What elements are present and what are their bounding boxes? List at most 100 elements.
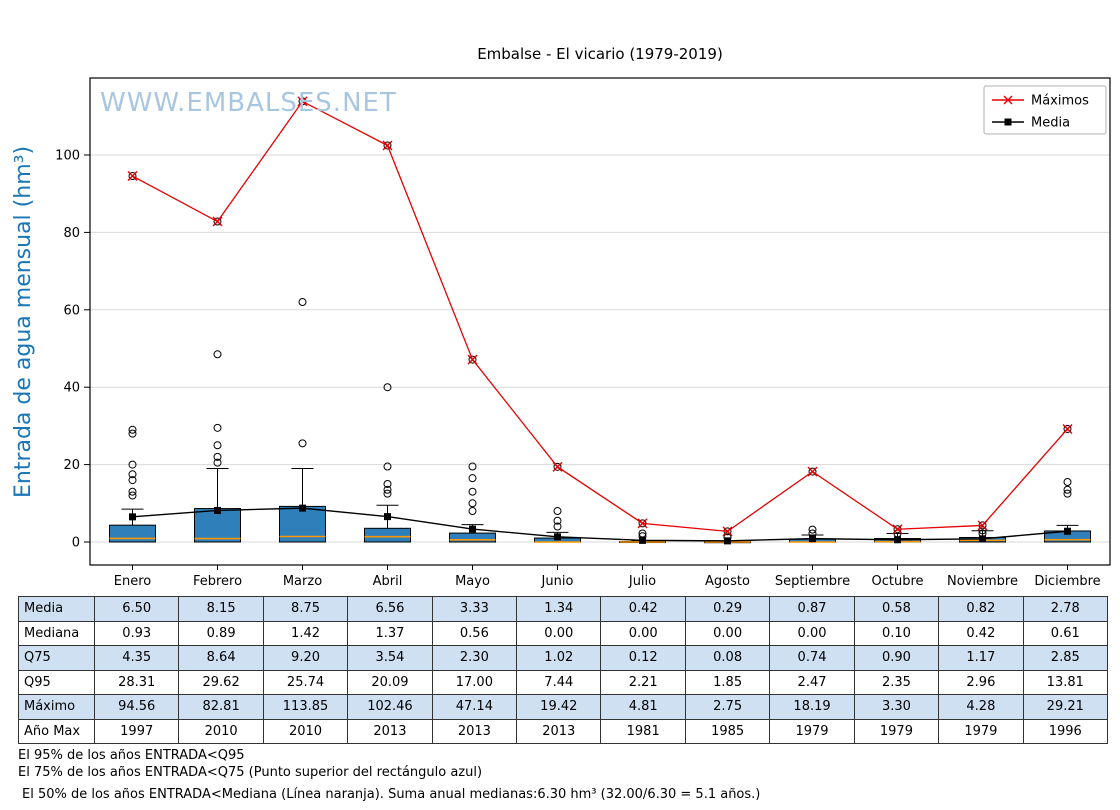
table-cell: 113.85	[263, 695, 349, 720]
box	[109, 524, 156, 543]
mean-line	[132, 507, 1068, 542]
chart: 0 20 40 60 80 100 Enero Febrero Marzo Abril Mayo Ju…	[11, 77, 1111, 589]
max-marker	[977, 520, 988, 531]
table-cell: 9.20	[263, 646, 349, 671]
outlier-point	[808, 467, 817, 476]
table-cell: 1.17	[939, 646, 1024, 671]
max-marker	[382, 140, 393, 151]
outlier-point	[128, 476, 137, 485]
table-cell: 17.00	[432, 670, 518, 695]
table-cell: 20.09	[348, 670, 433, 695]
outlier-point	[213, 452, 222, 461]
outlier-point	[298, 97, 307, 106]
mean-marker	[1064, 527, 1071, 535]
table-cell: 4.35	[95, 646, 180, 671]
outlier-point	[553, 462, 562, 471]
table-cell: 2.30	[432, 646, 518, 671]
footnote-mediana: El 50% de los años ENTRADA<Mediana (Líne…	[22, 787, 761, 802]
table-row-label: Año Max	[19, 719, 95, 744]
x-tick-label: Octubre	[871, 574, 923, 589]
legend-max-x-icon	[1003, 95, 1013, 105]
outlier-point	[128, 491, 137, 500]
table-cell: 0.29	[685, 597, 771, 622]
table-row-label: Q75	[19, 646, 95, 671]
outlier-point	[1063, 489, 1072, 498]
outlier-point	[1063, 424, 1072, 433]
outlier-point	[1063, 478, 1072, 487]
outlier-point	[383, 383, 392, 392]
footnote-q75: El 75% de los años ENTRADA<Q75 (Punto su…	[18, 765, 483, 780]
table-row-label: Mediana	[19, 621, 95, 646]
table-cell: 4.28	[939, 695, 1024, 720]
table-cell: 2013	[432, 719, 518, 744]
outlier-point	[553, 507, 562, 516]
table-cell: 19.42	[517, 695, 602, 720]
max-marker	[1062, 423, 1073, 434]
outlier-point	[213, 458, 222, 467]
outlier-point	[128, 429, 137, 438]
table-cell: 7.44	[517, 670, 602, 695]
outlier-point	[213, 350, 222, 359]
table-cell: 1985	[685, 719, 771, 744]
x-tick-label: Febrero	[193, 574, 242, 589]
x-tick-label: Noviembre	[947, 574, 1018, 589]
table-cell: 0.42	[601, 597, 686, 622]
footnotes: El 95% de los años ENTRADA<Q95 El 75% de…	[18, 747, 760, 803]
table-cell: 0.12	[601, 646, 686, 671]
box	[364, 527, 411, 543]
outlier-point	[808, 525, 817, 534]
table-cell: 2013	[517, 719, 602, 744]
outlier-point	[553, 516, 562, 525]
table-cell: 0.08	[685, 646, 771, 671]
table-cell: 18.19	[770, 695, 855, 720]
table-cell: 0.90	[854, 646, 940, 671]
table-cell: 0.00	[517, 621, 602, 646]
mean-marker	[554, 533, 561, 541]
outlier-point	[128, 172, 137, 181]
table-cell: 2013	[348, 719, 433, 744]
mean-marker	[299, 504, 306, 512]
outlier-point	[468, 474, 477, 483]
table-cell: 6.50	[95, 597, 180, 622]
table-cell: 0.89	[179, 621, 264, 646]
table-cell: 28.31	[95, 670, 180, 695]
y-tick-label: 20	[63, 458, 80, 473]
max-marker	[467, 354, 478, 365]
footnote-q95: El 95% de los años ENTRADA<Q95	[18, 748, 245, 763]
table-cell: 8.64	[179, 646, 264, 671]
plot-border	[89, 77, 1111, 566]
mean-marker	[724, 537, 731, 545]
y-tick-label: 60	[63, 303, 80, 318]
outlier-point	[298, 439, 307, 448]
outlier-point	[128, 470, 137, 479]
max-marker	[297, 96, 308, 107]
table-cell: 94.56	[95, 695, 180, 720]
table-cell: 25.74	[263, 670, 349, 695]
stats-table: Media 6.50 8.15 8.75 6.56 3.33 1.34 0.42 0.29 0.8…	[18, 596, 1108, 744]
table-cell: 1979	[939, 719, 1024, 744]
y-tick-label: 80	[63, 226, 80, 241]
x-tick-label: Septiembre	[775, 574, 850, 589]
table-cell: 0.00	[685, 621, 771, 646]
mean-marker	[639, 536, 646, 544]
outlier-point	[978, 526, 987, 535]
table-cell: 2010	[263, 719, 349, 744]
table-cell: 47.14	[432, 695, 518, 720]
table-cell: 1979	[770, 719, 855, 744]
legend-max-label: Máximos	[1031, 94, 1089, 109]
legend: Máximos Media	[983, 85, 1107, 135]
table-cell: 0.87	[770, 597, 855, 622]
mean-marker	[469, 525, 476, 533]
mean-marker	[214, 506, 221, 514]
table-cell: 82.81	[179, 695, 264, 720]
outlier-point	[468, 487, 477, 496]
max-marker	[807, 466, 818, 477]
max-marker	[722, 526, 733, 537]
x-tick-label: Enero	[114, 574, 152, 589]
table-cell: 1.42	[263, 621, 349, 646]
table-cell: 2.21	[601, 670, 686, 695]
outlier-point	[383, 479, 392, 488]
table-cell: 0.00	[601, 621, 686, 646]
outlier-point	[298, 298, 307, 307]
